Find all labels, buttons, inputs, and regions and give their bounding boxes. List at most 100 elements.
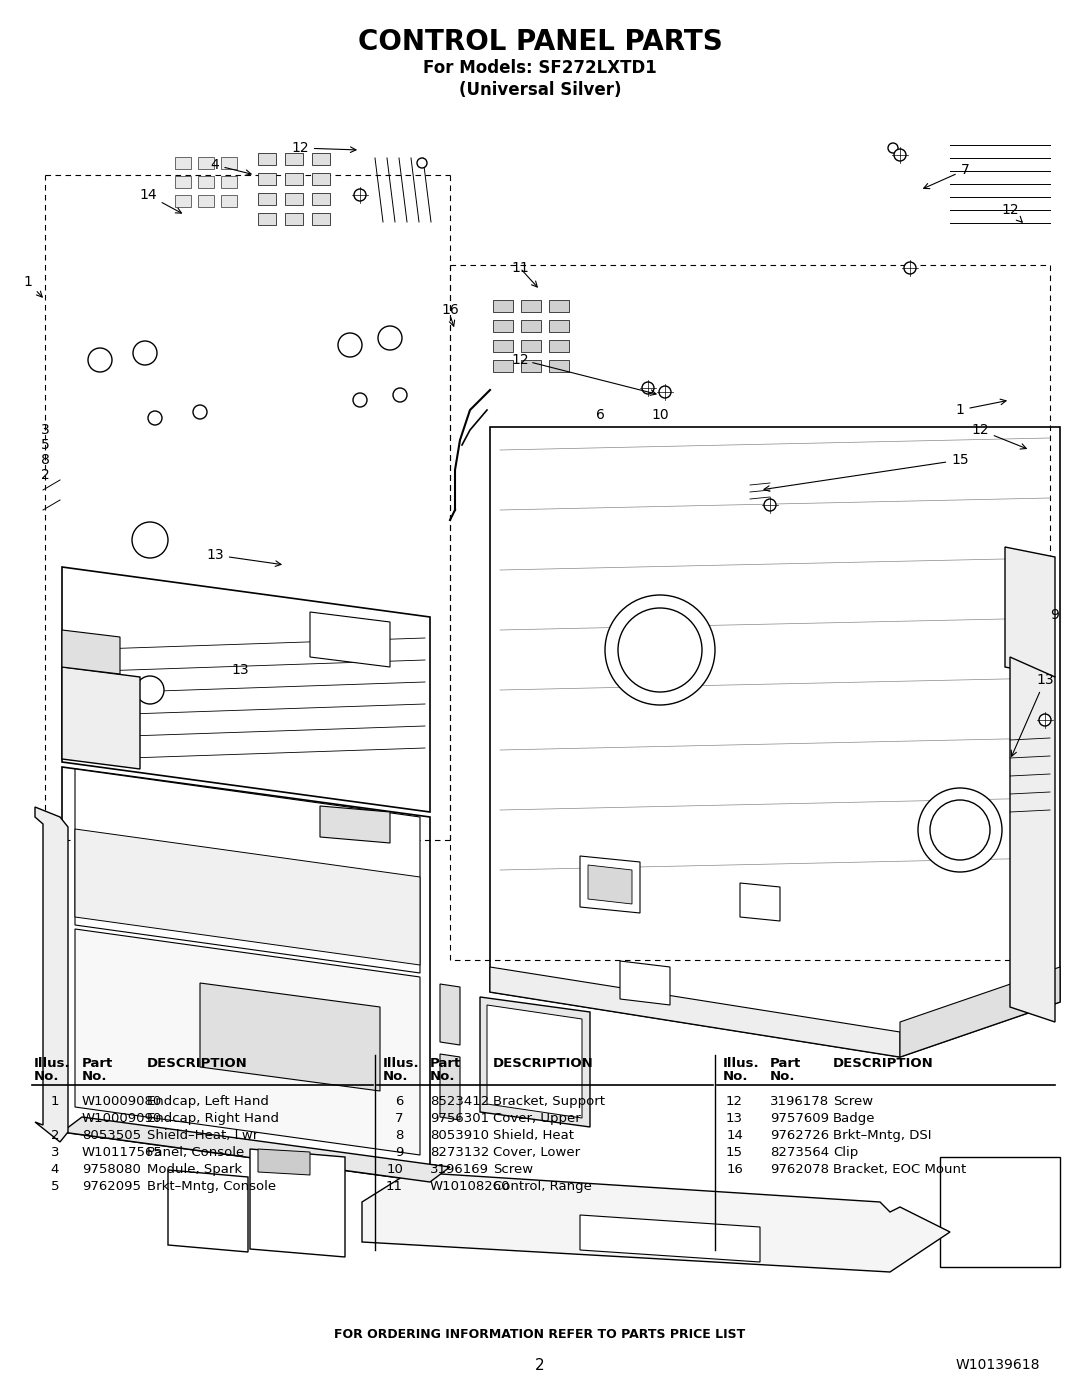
Text: 8273564: 8273564 bbox=[770, 1146, 829, 1160]
Polygon shape bbox=[580, 856, 640, 914]
Bar bbox=[312, 154, 330, 165]
Bar bbox=[492, 320, 513, 332]
Text: 8: 8 bbox=[394, 1129, 403, 1141]
Text: 11: 11 bbox=[386, 1180, 403, 1193]
Text: 16: 16 bbox=[726, 1162, 743, 1176]
Text: Shield, Heat: Shield, Heat bbox=[492, 1129, 573, 1141]
Text: 13: 13 bbox=[726, 1112, 743, 1125]
Polygon shape bbox=[440, 1053, 460, 1120]
Text: 9762726: 9762726 bbox=[770, 1129, 829, 1141]
Text: 2: 2 bbox=[51, 1129, 59, 1141]
Bar bbox=[175, 156, 191, 169]
Text: Brkt–Mntg, Console: Brkt–Mntg, Console bbox=[147, 1180, 276, 1193]
Text: 9757609: 9757609 bbox=[770, 1112, 829, 1125]
Text: Illus.: Illus. bbox=[33, 1058, 70, 1070]
Bar bbox=[221, 156, 237, 169]
Text: 8053505: 8053505 bbox=[82, 1129, 141, 1141]
Polygon shape bbox=[940, 1157, 1059, 1267]
Polygon shape bbox=[320, 806, 390, 842]
Text: Screw: Screw bbox=[492, 1162, 534, 1176]
Bar bbox=[521, 300, 541, 312]
Circle shape bbox=[193, 405, 207, 419]
Text: 3196169: 3196169 bbox=[430, 1162, 489, 1176]
Text: W10139618: W10139618 bbox=[956, 1358, 1040, 1372]
Polygon shape bbox=[62, 666, 140, 768]
Bar bbox=[285, 193, 303, 205]
Text: 7: 7 bbox=[923, 163, 970, 189]
Text: DESCRIPTION: DESCRIPTION bbox=[833, 1058, 934, 1070]
Bar bbox=[285, 212, 303, 225]
Polygon shape bbox=[740, 883, 780, 921]
Polygon shape bbox=[35, 807, 68, 1141]
Bar bbox=[258, 193, 276, 205]
Text: Control, Range: Control, Range bbox=[492, 1180, 592, 1193]
Text: 9762078: 9762078 bbox=[770, 1162, 829, 1176]
Text: No.: No. bbox=[723, 1070, 748, 1083]
Polygon shape bbox=[62, 630, 120, 673]
Text: Bracket, EOC Mount: Bracket, EOC Mount bbox=[833, 1162, 967, 1176]
Bar bbox=[549, 360, 569, 372]
Text: Bracket, Support: Bracket, Support bbox=[492, 1095, 605, 1108]
Polygon shape bbox=[588, 865, 632, 904]
Bar bbox=[258, 173, 276, 184]
Text: 8053910: 8053910 bbox=[430, 1129, 489, 1141]
Text: Module, Spark: Module, Spark bbox=[147, 1162, 242, 1176]
Circle shape bbox=[764, 499, 777, 511]
Text: No.: No. bbox=[82, 1070, 108, 1083]
Polygon shape bbox=[620, 961, 670, 1004]
Text: 3: 3 bbox=[41, 423, 50, 437]
Polygon shape bbox=[310, 612, 390, 666]
Bar bbox=[285, 154, 303, 165]
Text: Illus.: Illus. bbox=[383, 1058, 420, 1070]
Text: 2: 2 bbox=[41, 468, 50, 482]
Circle shape bbox=[642, 381, 654, 394]
Text: DESCRIPTION: DESCRIPTION bbox=[492, 1058, 594, 1070]
Text: 10: 10 bbox=[387, 1162, 403, 1176]
Text: 7: 7 bbox=[394, 1112, 403, 1125]
Text: 9762095: 9762095 bbox=[82, 1180, 141, 1193]
Bar bbox=[198, 176, 214, 189]
Polygon shape bbox=[75, 768, 420, 972]
Bar bbox=[258, 154, 276, 165]
Text: 9758080: 9758080 bbox=[82, 1162, 140, 1176]
Circle shape bbox=[133, 341, 157, 365]
Text: Cover, Upper: Cover, Upper bbox=[492, 1112, 581, 1125]
Text: 1: 1 bbox=[956, 400, 1007, 416]
Polygon shape bbox=[440, 983, 460, 1045]
Text: 12: 12 bbox=[292, 141, 356, 155]
Text: 9: 9 bbox=[394, 1146, 403, 1160]
Circle shape bbox=[136, 676, 164, 704]
Text: 4: 4 bbox=[51, 1162, 59, 1176]
Text: No.: No. bbox=[33, 1070, 59, 1083]
Polygon shape bbox=[487, 1004, 582, 1118]
Circle shape bbox=[393, 388, 407, 402]
Text: 3: 3 bbox=[51, 1146, 59, 1160]
Text: 14: 14 bbox=[726, 1129, 743, 1141]
Circle shape bbox=[378, 326, 402, 351]
Text: Clip: Clip bbox=[833, 1146, 859, 1160]
Text: Shield–Heat, Lwr: Shield–Heat, Lwr bbox=[147, 1129, 258, 1141]
Text: 10: 10 bbox=[651, 408, 669, 422]
Text: 5: 5 bbox=[51, 1180, 59, 1193]
Text: Illus.: Illus. bbox=[723, 1058, 759, 1070]
Text: 12: 12 bbox=[1001, 203, 1022, 222]
Text: 12: 12 bbox=[511, 353, 529, 367]
Text: 14: 14 bbox=[139, 189, 181, 214]
Circle shape bbox=[894, 149, 906, 161]
Bar bbox=[175, 176, 191, 189]
Text: W10009090: W10009090 bbox=[82, 1112, 162, 1125]
Bar bbox=[549, 339, 569, 352]
Polygon shape bbox=[75, 828, 420, 965]
Text: 16: 16 bbox=[441, 303, 459, 317]
Polygon shape bbox=[200, 983, 380, 1091]
Bar bbox=[549, 300, 569, 312]
Text: 8523412: 8523412 bbox=[430, 1095, 489, 1108]
Polygon shape bbox=[62, 567, 430, 812]
Text: Endcap, Left Hand: Endcap, Left Hand bbox=[147, 1095, 269, 1108]
Text: Screw: Screw bbox=[833, 1095, 873, 1108]
Bar bbox=[549, 320, 569, 332]
Text: 4: 4 bbox=[211, 158, 251, 176]
Text: No.: No. bbox=[383, 1070, 408, 1083]
Text: No.: No. bbox=[430, 1070, 456, 1083]
Circle shape bbox=[618, 608, 702, 692]
